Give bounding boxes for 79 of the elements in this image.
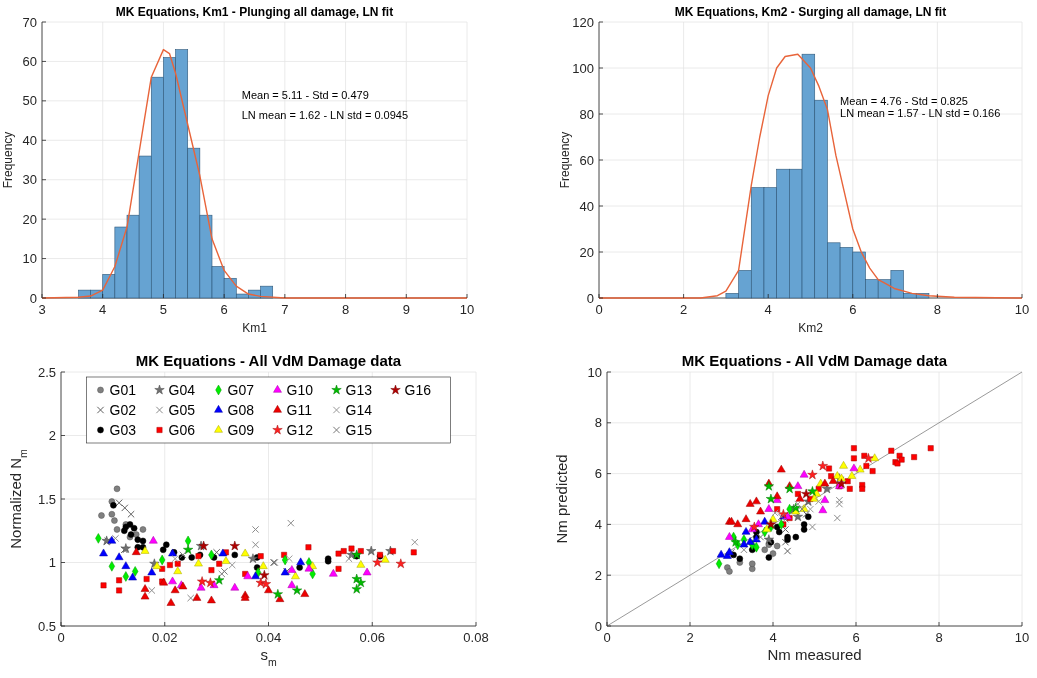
legend-label: G05 [168, 402, 196, 418]
y-tick-label: 0 [594, 618, 602, 634]
x-tick-label: 10 [459, 302, 475, 317]
x-tick-label: 5 [159, 302, 168, 317]
x-axis-title: s$_{m}$ [260, 646, 277, 668]
legend-label: G14 [345, 402, 373, 418]
x-tick-label: 0.04 [255, 630, 282, 645]
annotation: LN mean = 1.62 - LN std = 0.0945 [241, 109, 409, 122]
y-tick-label: 40 [579, 198, 594, 214]
y-tick-label: 100 [572, 60, 594, 76]
x-axis-title: Nm measured [767, 646, 862, 663]
y-tick-label: 0 [586, 290, 594, 306]
y-tick-label: 1.5 [37, 491, 56, 507]
x-tick-label: 10 [1014, 630, 1030, 645]
x-axis-title: Km1 [242, 321, 268, 335]
y-tick-label: 20 [579, 244, 594, 260]
y-tick-label: 70 [22, 14, 37, 30]
x-tick-label: 8 [341, 302, 350, 317]
x-tick-label: 4 [764, 302, 772, 317]
legend-label: G11 [286, 402, 313, 418]
chart-title: MK Equations, Km1 - Plunging all damage, LN fit [115, 5, 394, 19]
legend-label: G01 [109, 382, 137, 398]
chart-title: MK Equations - All VdM Damage data [681, 352, 948, 369]
y-tick-label: 60 [579, 152, 594, 168]
legend-label: G04 [168, 382, 196, 398]
y-tick-label: 40 [22, 132, 37, 148]
annotation: LN mean = 1.57 - LN std = 0.166 [840, 106, 1001, 119]
y-tick-label: 1 [48, 555, 56, 570]
x-tick-label: 2 [679, 302, 688, 317]
legend-label: G02 [109, 402, 137, 418]
legend-label: G16 [404, 382, 432, 398]
x-tick-label: 6 [852, 630, 860, 645]
x-tick-label: 2 [686, 630, 694, 645]
x-tick-label: 8 [935, 630, 943, 645]
y-tick-label: 4 [594, 516, 602, 532]
y-tick-label: 120 [572, 14, 594, 30]
chart-title: MK Equations - All VdM Damage data [135, 352, 402, 369]
x-tick-label: 9 [402, 302, 410, 317]
x-tick-label: 4 [769, 630, 777, 645]
y-tick-label: 50 [22, 93, 37, 109]
chart-title: MK Equations, Km2 - Surging all damage, LN fit [674, 5, 947, 19]
legend-label: G10 [286, 382, 314, 398]
legend-label: G07 [227, 382, 255, 398]
annotation: Mean = 4.76 - Std = 0.825 [840, 94, 968, 107]
x-tick-label: 10 [1014, 302, 1030, 317]
x-tick-label: 0.06 [359, 630, 385, 645]
y-tick-label: 2.5 [37, 364, 56, 380]
x-tick-label: 6 [849, 302, 857, 317]
y-tick-label: 10 [22, 251, 37, 267]
y-axis-title: Nm predicted [553, 454, 570, 544]
legend-label: G09 [227, 422, 255, 438]
y-tick-label: 80 [579, 106, 594, 122]
legend-label: G15 [345, 422, 373, 438]
y-tick-label: 0.5 [37, 618, 56, 634]
y-tick-label: 6 [594, 466, 602, 482]
x-tick-label: 7 [281, 302, 289, 317]
legend-label: G13 [345, 382, 373, 398]
y-tick-label: 8 [594, 415, 602, 431]
legend-label: G06 [168, 422, 196, 438]
x-tick-label: 3 [38, 302, 46, 317]
y-tick-label: 0 [29, 290, 37, 306]
y-tick-label: 30 [22, 172, 37, 188]
x-tick-label: 0.02 [152, 630, 178, 645]
annotation: Mean = 5.11 - Std = 0.479 [241, 89, 369, 102]
y-tick-label: 20 [22, 211, 37, 227]
y-tick-label: 2 [594, 567, 602, 583]
y-tick-label: 60 [22, 53, 37, 69]
x-tick-label: 8 [933, 302, 942, 317]
x-axis-title: Km2 [798, 321, 824, 335]
x-tick-label: 0.08 [463, 630, 489, 645]
y-axis-title: Frequency [558, 131, 572, 189]
x-tick-label: 4 [99, 302, 107, 317]
y-tick-label: 2 [48, 428, 56, 443]
legend-label: G08 [227, 402, 255, 418]
y-tick-label: 10 [587, 364, 602, 380]
x-tick-label: 6 [220, 302, 228, 317]
legend-label: G03 [109, 422, 137, 438]
legend-label: G12 [286, 422, 314, 438]
y-axis-title: Frequency [1, 131, 15, 189]
